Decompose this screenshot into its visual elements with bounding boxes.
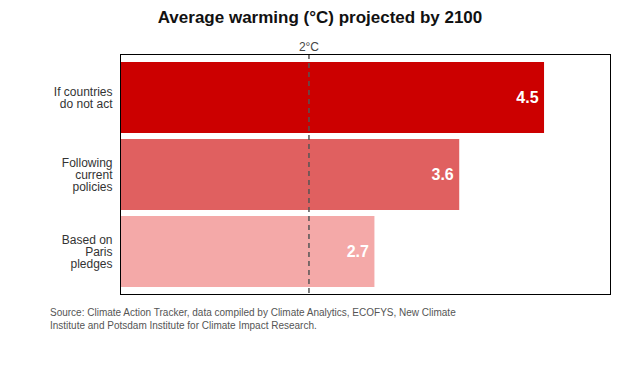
svg-text:Based onParispledges: Based onParispledges: [62, 233, 113, 271]
svg-text:Followingcurrentpolicies: Followingcurrentpolicies: [62, 156, 113, 194]
svg-text:2.7: 2.7: [347, 243, 369, 260]
html-text:Source: Climate Action Tracker: Source: Climate Action Tracker, data com…: [50, 307, 456, 331]
svg-text:4.5: 4.5: [516, 89, 538, 106]
svg-text:If countriesdo not act: If countriesdo not act: [54, 85, 113, 111]
html-text:Average warming (°C) projected: Average warming (°C) projected by 2100: [157, 8, 483, 27]
svg-text:3.6: 3.6: [431, 166, 453, 183]
svg-text:2°C: 2°C: [299, 40, 319, 54]
